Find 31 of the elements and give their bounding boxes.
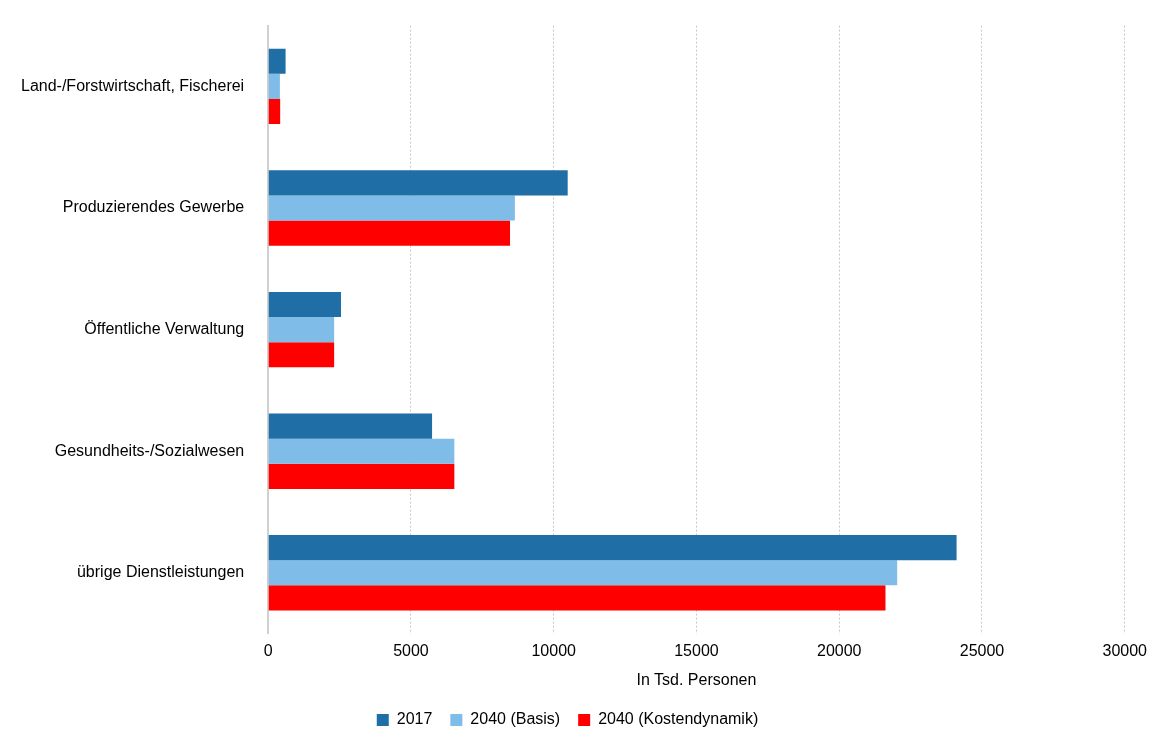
bar [268,48,286,74]
bar [268,560,898,586]
bar [268,195,515,221]
bar [268,220,511,246]
x-axis-title: In Tsd. Personen [636,670,757,688]
bar [268,413,433,439]
legend-label: 2040 (Basis) [470,710,561,728]
bar [268,438,455,464]
bar [268,291,341,318]
bar [268,463,455,489]
x-tick-label: 10000 [531,641,577,659]
x-tick-label: 0 [263,641,273,659]
x-tick-label: 15000 [674,641,719,659]
bar [268,73,280,99]
y-tick-label: Öffentliche Verwaltung [84,320,245,338]
legend-label: 2017 [396,710,433,728]
x-tick-label: 5000 [393,641,429,659]
y-tick-label: Gesundheits-/Sozialwesen [54,441,245,459]
y-tick-label: Land-/Forstwirtschaft, Fischerei [20,76,245,94]
bar [268,585,886,611]
legend-label: 2040 (Kostendynamik) [598,710,759,728]
x-tick-label: 20000 [816,641,862,659]
y-tick-label: Produzierendes Gewerbe [62,198,245,216]
bar [268,317,335,343]
y-tick-label: übrige Dienstleistungen [76,563,245,581]
bar [268,342,335,368]
bar [268,535,957,561]
x-tick-label: 25000 [959,641,1005,659]
bar [268,170,568,196]
bar [268,98,281,125]
x-tick-label: 30000 [1102,641,1148,659]
